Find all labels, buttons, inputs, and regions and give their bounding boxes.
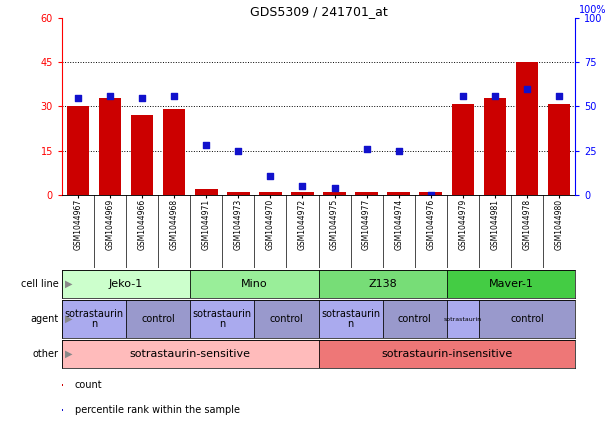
Bar [259, 192, 282, 195]
Bar [67, 107, 89, 195]
Bar [62, 300, 126, 338]
Text: sotrastaurin
n: sotrastaurin n [192, 309, 252, 329]
Text: ▶: ▶ [65, 279, 73, 289]
Point [169, 93, 179, 99]
Bar [62, 270, 190, 298]
Bar [420, 192, 442, 195]
Text: control: control [398, 314, 431, 324]
Text: other: other [33, 349, 59, 359]
Bar [356, 192, 378, 195]
Text: count: count [75, 380, 103, 390]
Bar [190, 300, 254, 338]
Point [202, 142, 211, 149]
Text: sotrastaurin-insensitive: sotrastaurin-insensitive [381, 349, 513, 359]
Point [393, 147, 403, 154]
Text: Maver-1: Maver-1 [488, 279, 533, 289]
Text: Z138: Z138 [368, 279, 397, 289]
Bar [62, 409, 64, 411]
Text: control: control [510, 314, 544, 324]
Text: GDS5309 / 241701_at: GDS5309 / 241701_at [250, 5, 387, 18]
Bar [62, 384, 64, 386]
Bar [163, 110, 186, 195]
Point [137, 94, 147, 101]
Bar [131, 115, 153, 195]
Bar [318, 270, 447, 298]
Text: Jeko-1: Jeko-1 [109, 279, 143, 289]
Point [266, 172, 276, 179]
Point [490, 93, 500, 99]
Text: percentile rank within the sample: percentile rank within the sample [75, 405, 240, 415]
Text: control: control [269, 314, 303, 324]
Bar [254, 300, 318, 338]
Point [426, 192, 436, 198]
Bar [190, 270, 318, 298]
Bar [447, 300, 479, 338]
Text: control: control [141, 314, 175, 324]
Point [298, 183, 307, 190]
Text: sotrastaurin-sensitive: sotrastaurin-sensitive [130, 349, 251, 359]
Text: agent: agent [31, 314, 59, 324]
Bar [382, 300, 447, 338]
Point [554, 93, 564, 99]
Bar [318, 300, 382, 338]
Text: ▶: ▶ [65, 314, 73, 324]
Bar [516, 62, 538, 195]
Bar [227, 192, 249, 195]
Bar [99, 98, 122, 195]
Text: sotrastaurin: sotrastaurin [444, 316, 482, 321]
Point [362, 146, 371, 152]
Point [73, 94, 83, 101]
Point [522, 85, 532, 92]
Text: ▶: ▶ [65, 349, 73, 359]
Bar [387, 192, 410, 195]
Text: 100%: 100% [579, 5, 607, 15]
Bar [126, 300, 190, 338]
Point [233, 147, 243, 154]
Text: sotrastaurin
n: sotrastaurin n [321, 309, 380, 329]
Bar [291, 192, 313, 195]
Text: sotrastaurin
n: sotrastaurin n [65, 309, 123, 329]
Bar [452, 104, 474, 195]
Bar [318, 340, 575, 368]
Text: Mino: Mino [241, 279, 268, 289]
Bar [62, 340, 318, 368]
Text: cell line: cell line [21, 279, 59, 289]
Bar [547, 104, 570, 195]
Bar [479, 300, 575, 338]
Bar [447, 270, 575, 298]
Bar [484, 98, 506, 195]
Point [105, 93, 115, 99]
Point [330, 184, 340, 191]
Point [458, 93, 467, 99]
Bar [323, 192, 346, 195]
Bar [195, 189, 218, 195]
